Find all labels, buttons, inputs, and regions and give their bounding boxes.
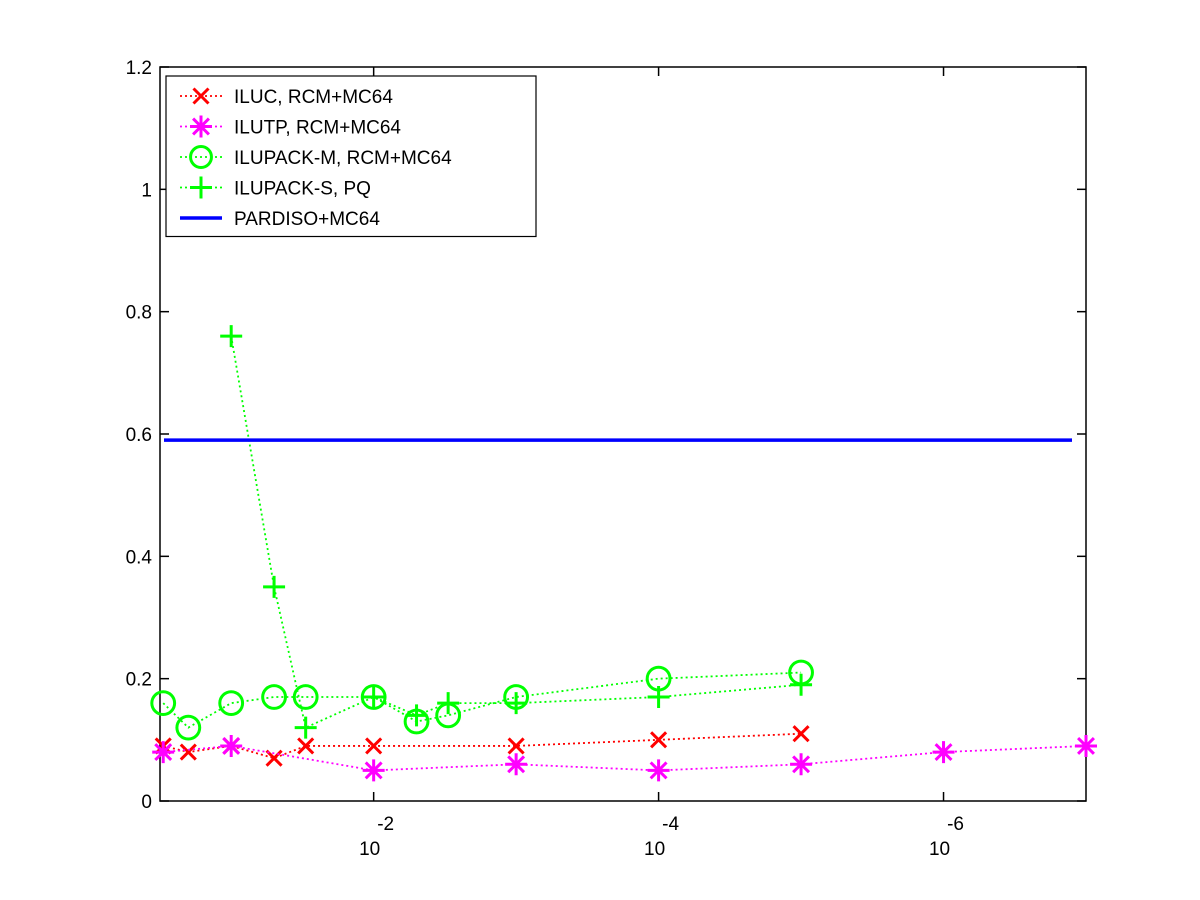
- data-point: [179, 743, 197, 761]
- y-tick-label: 0.8: [126, 303, 152, 324]
- data-point: [790, 753, 813, 776]
- legend-item: ILUPACK-S, PQ: [180, 176, 371, 200]
- legend: ILUC, RCM+MC64 ILUTP, RCM+MC64 ILUPACK-M, …: [165, 75, 537, 238]
- y-tick-label: 0.6: [126, 425, 152, 446]
- data-point: [175, 714, 202, 741]
- y-tick-label: 0: [141, 792, 152, 813]
- data-point: [261, 684, 287, 710]
- data-point: [150, 690, 177, 717]
- data-point: [505, 692, 528, 715]
- data-point: [362, 686, 385, 709]
- data-point: [792, 725, 810, 743]
- data-point: [294, 716, 317, 739]
- x-tick-label-base: 10: [359, 839, 380, 860]
- y-tick-label: 1.2: [126, 58, 152, 79]
- data-point: [405, 704, 428, 727]
- series-line: [230, 335, 802, 729]
- data-point: [152, 741, 175, 764]
- data-point: [507, 737, 525, 755]
- x-tick-label-exponent: -4: [662, 814, 679, 835]
- data-point: [647, 686, 670, 709]
- legend-label: ILUPACK-M, RCM+MC64: [234, 148, 452, 169]
- legend-label: ILUC, RCM+MC64: [234, 87, 393, 108]
- legend-swatch-marker: [192, 87, 210, 105]
- y-tick-label: 0.4: [126, 547, 153, 568]
- data-point: [365, 737, 383, 755]
- data-point: [220, 325, 243, 348]
- series-line: [163, 745, 1087, 772]
- data-point: [292, 684, 319, 710]
- data-point: [360, 684, 387, 710]
- data-point: [362, 759, 385, 782]
- series-layer: [150, 325, 1097, 782]
- legend-label: ILUPACK-S, PQ: [234, 179, 371, 200]
- legend-box: [165, 75, 537, 238]
- legend-item: PARDISO+MC64: [180, 209, 380, 230]
- axis-ticks: 0 0.2 0.4 0.6 0.8 1 1.2 10 -2 10 -4 10 -6: [126, 58, 1086, 860]
- y-tick-label: 0.2: [126, 670, 152, 691]
- legend-item: ILUTP, RCM+MC64: [180, 115, 401, 139]
- series-1: [152, 734, 1097, 782]
- data-point: [218, 690, 245, 717]
- legend-item: ILUC, RCM+MC64: [180, 87, 393, 108]
- data-point: [437, 692, 460, 715]
- data-point: [932, 741, 955, 764]
- legend-label: ILUTP, RCM+MC64: [234, 118, 401, 139]
- data-point: [220, 734, 243, 757]
- x-tick-label-base: 10: [644, 839, 665, 860]
- data-point: [647, 759, 670, 782]
- data-point: [263, 575, 286, 598]
- legend-item: ILUPACK-M, RCM+MC64: [180, 145, 452, 169]
- x-tick-label-exponent: -6: [947, 814, 964, 835]
- legend-swatch-marker: [189, 145, 213, 169]
- data-point: [505, 753, 528, 776]
- x-tick-label-base: 10: [929, 839, 950, 860]
- series-line: [163, 732, 802, 760]
- series-3: [220, 325, 813, 739]
- legend-swatch-marker: [190, 176, 212, 199]
- legend-label: PARDISO+MC64: [234, 209, 380, 230]
- data-point: [650, 731, 668, 749]
- x-tick-label-exponent: -2: [377, 814, 394, 835]
- legend-swatch-marker: [190, 115, 212, 138]
- data-point: [1075, 734, 1097, 757]
- data-point: [790, 673, 813, 696]
- y-tick-label: 1: [141, 180, 152, 201]
- data-point: [297, 737, 315, 755]
